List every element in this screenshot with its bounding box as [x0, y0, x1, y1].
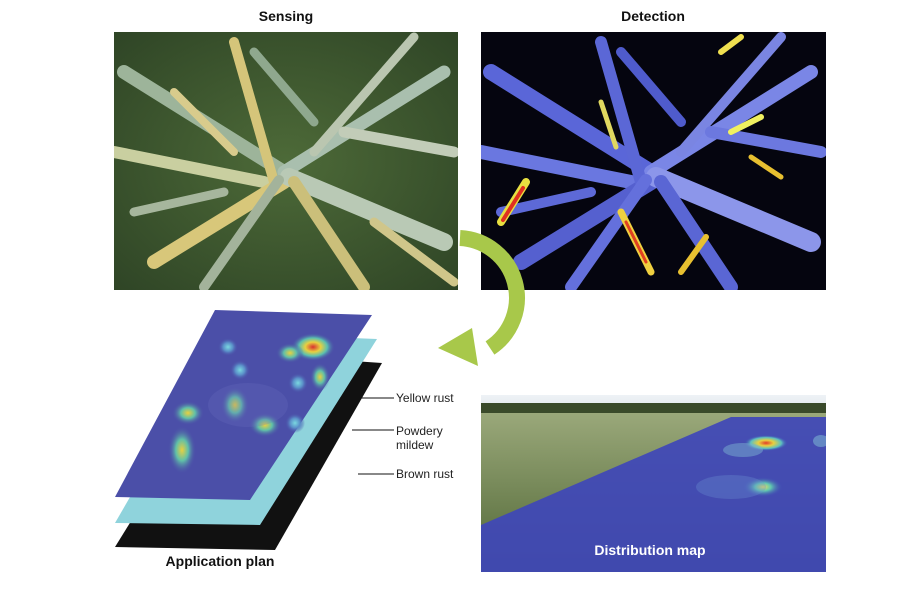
sensing-title: Sensing: [258, 8, 314, 24]
distribution-map-image: [481, 395, 826, 572]
brown-rust-label: Brown rust: [396, 467, 454, 481]
application-plan-layers: [110, 305, 390, 550]
disease-hotspots: [168, 333, 335, 474]
application-plan-title: Application plan: [165, 553, 275, 569]
powdery-mildew-label-1: Powdery: [396, 424, 443, 438]
process-arrow: [420, 220, 550, 370]
detection-image: [481, 32, 826, 290]
distribution-map-title: Distribution map: [594, 542, 706, 558]
detection-title: Detection: [621, 8, 685, 24]
yellow-rust-label: Yellow rust: [396, 391, 454, 405]
layer-leader-lines: [340, 397, 394, 475]
sensing-photo: [114, 32, 458, 290]
powdery-mildew-label-2: mildew: [396, 438, 434, 452]
